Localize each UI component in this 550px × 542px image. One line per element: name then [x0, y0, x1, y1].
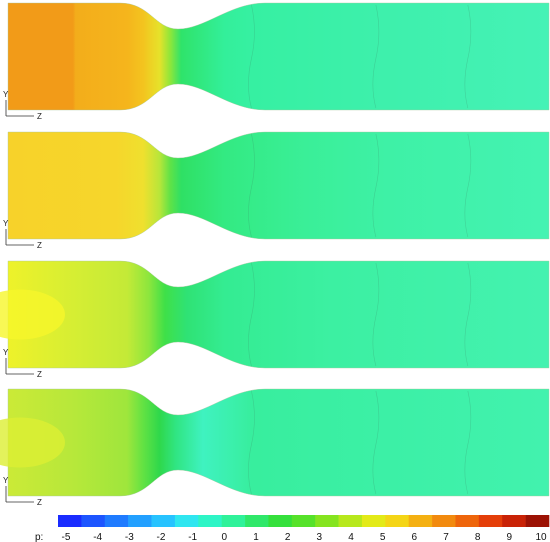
- axis-triad: YZ: [3, 90, 42, 121]
- colorbar-swatches: [58, 515, 550, 527]
- colorbar-swatch: [361, 515, 386, 527]
- colorbar-tick-label: 0: [222, 532, 228, 542]
- nozzle-panel-1: YZ: [3, 2, 550, 121]
- colorbar-tick-label: -5: [62, 532, 71, 542]
- axis-triad: YZ: [3, 476, 42, 507]
- colorbar-swatch: [385, 515, 410, 527]
- contour-line: [464, 390, 472, 495]
- colorbar-swatch: [408, 515, 433, 527]
- colorbar-label: p:: [35, 532, 43, 542]
- nozzle-panel-2: YZ: [3, 131, 550, 250]
- contour-line: [464, 262, 472, 367]
- nozzle-contour-field: [7, 388, 550, 497]
- colorbar-tick-label: 3: [317, 532, 323, 542]
- nozzle-contour-field: [7, 260, 550, 369]
- axis-triad: YZ: [3, 219, 42, 250]
- axis-triad: YZ: [3, 348, 42, 379]
- colorbar-swatch: [455, 515, 480, 527]
- colorbar-tick-label: -2: [157, 532, 166, 542]
- colorbar-swatch: [104, 515, 129, 527]
- z-axis-label: Z: [37, 498, 42, 507]
- contour-line: [372, 390, 380, 495]
- colorbar-ticks: -5 -4 -3 -2 -1 0 1 2 3 4 5 6 7 8 9 10: [62, 532, 547, 542]
- colorbar-tick-label: 9: [507, 532, 513, 542]
- colorbar-tick-label: 2: [285, 532, 291, 542]
- colorbar-swatch: [198, 515, 222, 527]
- contour-line: [372, 4, 380, 109]
- colorbar-swatch: [291, 515, 316, 527]
- colorbar-swatch: [221, 515, 246, 527]
- contour-line: [248, 262, 255, 367]
- contour-line: [248, 133, 255, 238]
- colorbar-swatch: [478, 515, 503, 527]
- nozzle-contour-field: [7, 131, 550, 240]
- y-axis-label: Y: [3, 90, 9, 99]
- nozzle-panel-4: YZ: [0, 388, 550, 507]
- colorbar-tick-label: 8: [475, 532, 481, 542]
- colorbar-swatch: [174, 515, 199, 527]
- colorbar-tick-label: -4: [93, 532, 102, 542]
- colorbar-tick-label: -1: [188, 532, 197, 542]
- contour-line: [464, 4, 472, 109]
- y-axis-label: Y: [3, 219, 9, 228]
- colorbar-tick-label: -3: [125, 532, 134, 542]
- contour-line: [372, 133, 380, 238]
- contour-line: [464, 133, 472, 238]
- colorbar-swatch: [502, 515, 526, 527]
- colorbar-swatch: [81, 515, 106, 527]
- contour-line: [248, 390, 255, 495]
- inlet-pressure-lobe: [0, 289, 65, 340]
- colorbar-tick-label: 5: [380, 532, 386, 542]
- colorbar-swatch: [58, 515, 82, 527]
- pressure-colorbar: p: -5 -4 -3 -2 -1 0 1 2 3 4 5 6 7 8 9 10: [35, 515, 550, 542]
- colorbar-swatch: [268, 515, 293, 527]
- z-axis-label: Z: [37, 112, 42, 121]
- colorbar-swatch: [432, 515, 456, 527]
- y-axis-label: Y: [3, 476, 9, 485]
- colorbar-swatch: [245, 515, 269, 527]
- colorbar-swatch: [338, 515, 363, 527]
- contour-line: [248, 4, 255, 109]
- z-axis-label: Z: [37, 241, 42, 250]
- contour-line: [372, 262, 380, 367]
- nozzle-contour-field: [7, 2, 550, 111]
- colorbar-tick-label: 10: [535, 532, 547, 542]
- inlet-pressure-lobe: [0, 417, 65, 468]
- colorbar-tick-label: 6: [412, 532, 418, 542]
- colorbar-tick-label: 7: [443, 532, 449, 542]
- colorbar-swatch: [315, 515, 339, 527]
- colorbar-tick-label: 4: [348, 532, 354, 542]
- z-axis-label: Z: [37, 370, 42, 379]
- colorbar-swatch: [525, 515, 550, 527]
- nozzle-panel-3: YZ: [0, 260, 550, 379]
- colorbar-tick-label: 1: [253, 532, 259, 542]
- colorbar-swatch: [151, 515, 176, 527]
- y-axis-label: Y: [3, 348, 9, 357]
- colorbar-swatch: [128, 515, 152, 527]
